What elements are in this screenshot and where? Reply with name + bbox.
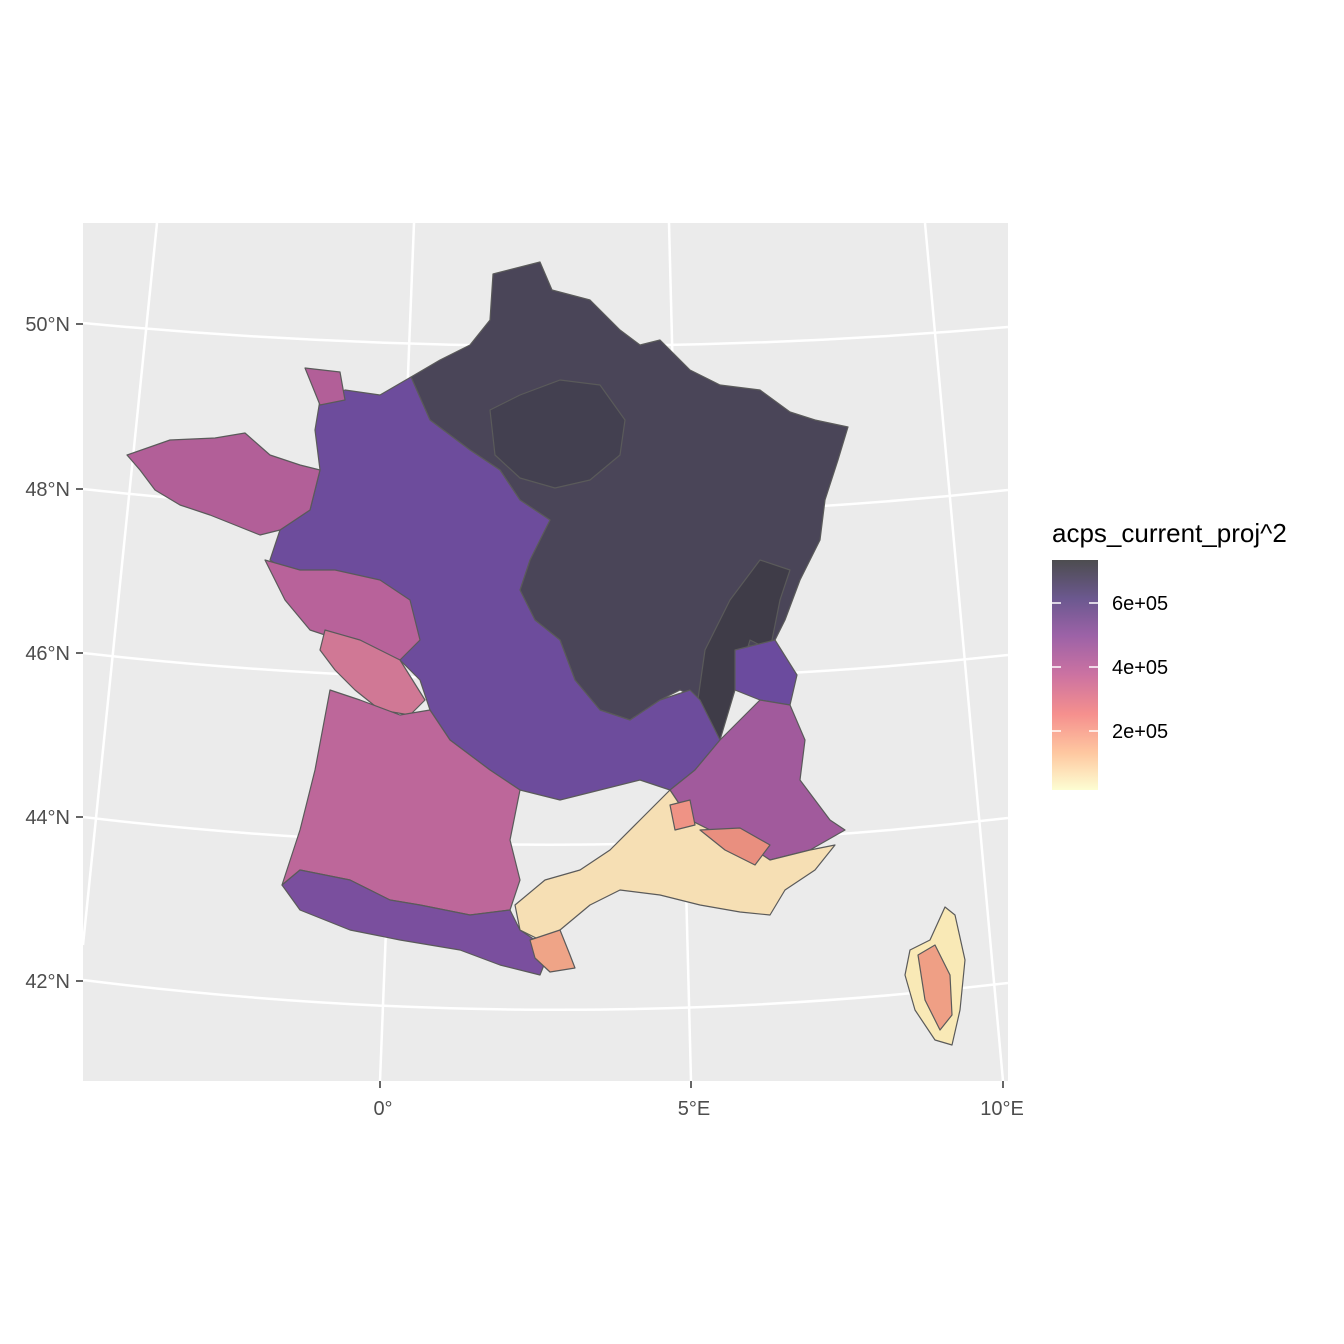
lat-label-42: 42°N	[25, 971, 70, 993]
graticule-lon-10	[923, 223, 1005, 1081]
lon-label-10e: 10°E	[980, 1098, 1024, 1120]
regions	[126, 261, 966, 1046]
lon-label-5e: 5°E	[678, 1098, 710, 1120]
lon-label-0: 0°	[373, 1098, 392, 1120]
graticule-lat-44	[83, 815, 1008, 846]
region-var-ridge	[699, 827, 771, 866]
region-corsica-center	[917, 944, 953, 1031]
lat-label-44: 44°N	[25, 807, 70, 829]
legend-ticks	[1052, 602, 1098, 732]
region-vendee	[264, 559, 421, 661]
legend-label-2e05: 2e+05	[1112, 721, 1168, 743]
legend-label-4e05: 4e+05	[1112, 657, 1168, 679]
region-vaucluse	[669, 799, 696, 831]
legend-colorbar: 6e+05 4e+05 2e+05	[1052, 560, 1168, 790]
region-roussillon	[529, 929, 576, 973]
lat-label-50: 50°N	[25, 314, 70, 336]
lat-label-46: 46°N	[25, 643, 70, 665]
lat-label-48: 48°N	[25, 479, 70, 501]
region-paris-basin	[489, 379, 626, 489]
graticule-lat-42	[83, 978, 1008, 1012]
graticule-lon-neg5	[83, 223, 159, 946]
legend-label-6e05: 6e+05	[1112, 593, 1168, 615]
y-axis: 50°N 48°N 46°N 44°N 42°N	[25, 314, 83, 993]
x-axis: 0° 5°E 10°E	[373, 1081, 1024, 1120]
region-mediterranean-coast	[514, 789, 836, 941]
legend-gradient-bar	[1052, 560, 1098, 790]
region-cotentin	[304, 367, 346, 406]
legend-title: acps_current_proj^2	[1052, 518, 1287, 548]
region-brittany	[126, 432, 321, 536]
